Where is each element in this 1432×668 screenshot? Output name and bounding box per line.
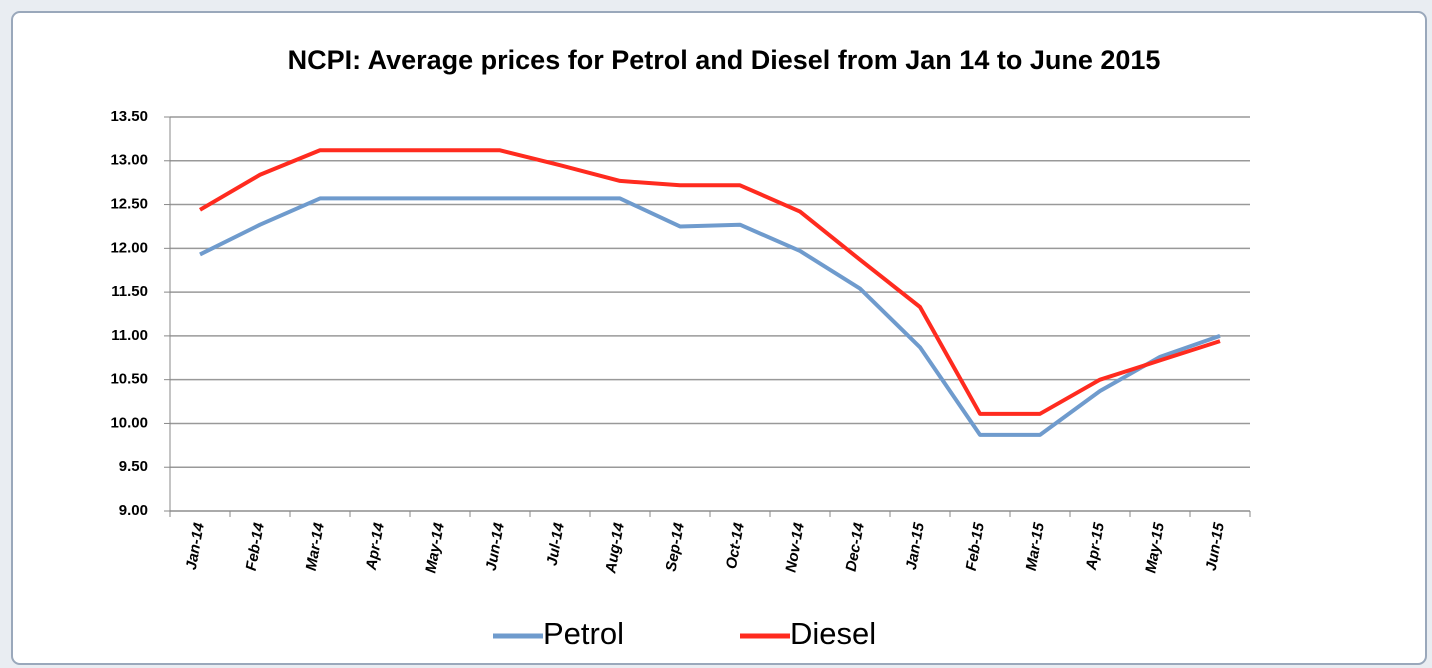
- y-tick-label: 13.00: [110, 152, 148, 169]
- legend-label: Diesel: [790, 616, 876, 651]
- plot: [198, 148, 1221, 437]
- y-tick-label: 9.00: [119, 502, 148, 519]
- y-tick-label: 11.00: [111, 327, 148, 344]
- y-tick-label: 9.50: [119, 458, 148, 475]
- y-tick-label: 12.00: [110, 239, 148, 256]
- y-tick-label: 11.50: [111, 283, 148, 300]
- chart-frame: [11, 11, 1427, 665]
- y-tick-label: 10.00: [110, 414, 148, 431]
- chart-title: NCPI: Average prices for Petrol and Dies…: [288, 45, 1161, 75]
- grid: [164, 116, 1251, 517]
- y-tick-label: 13.50: [110, 108, 148, 125]
- y-tick-label: 12.50: [110, 196, 148, 213]
- legend-label: Petrol: [543, 616, 624, 651]
- y-tick-label: 10.50: [110, 371, 148, 388]
- series-line: [199, 196, 1221, 437]
- series-line: [198, 148, 1221, 416]
